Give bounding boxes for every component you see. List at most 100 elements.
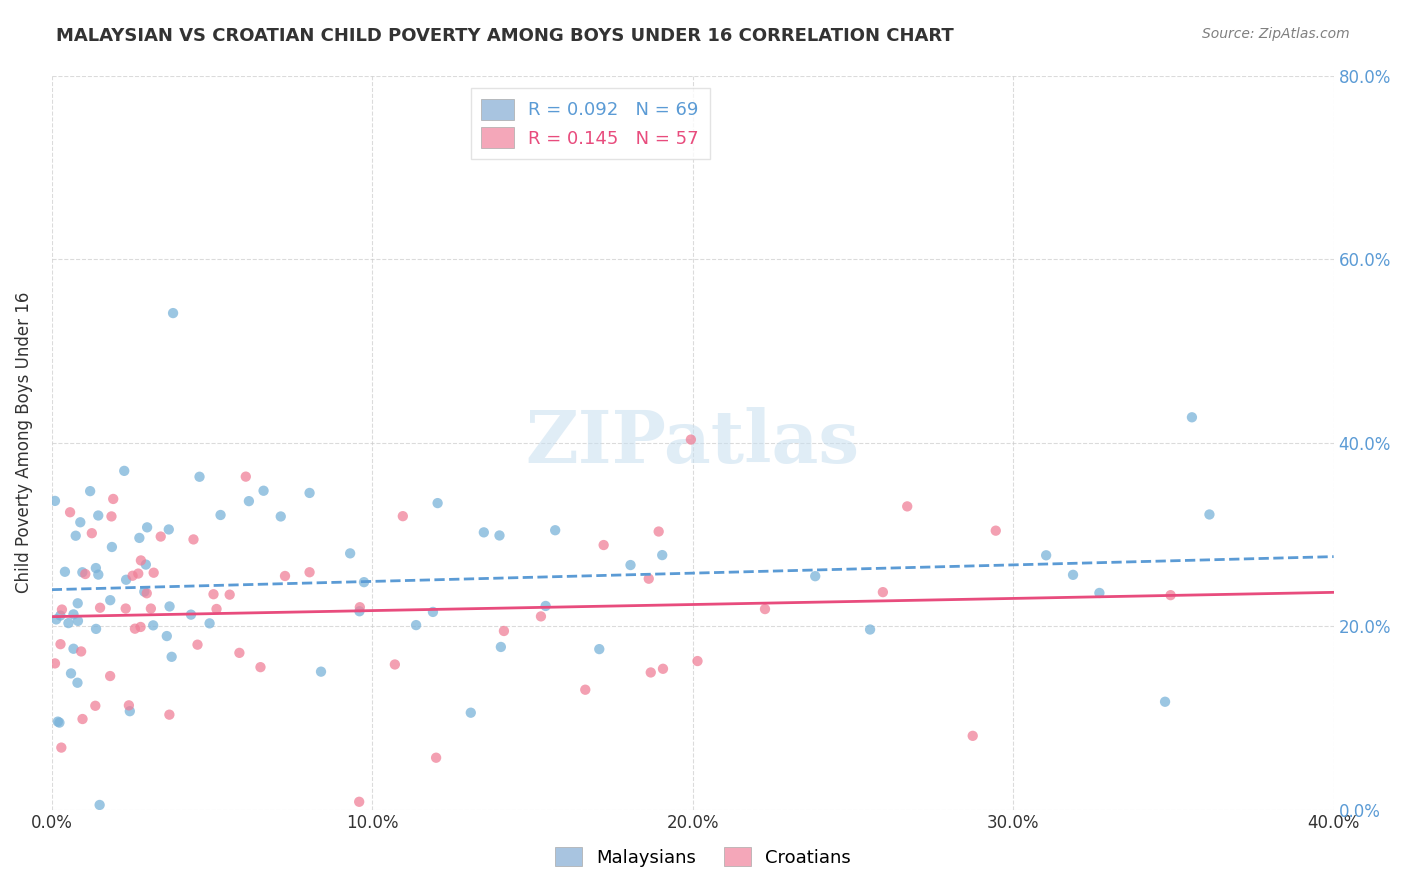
- Point: [186, 638, 208, 652]
- Point: [392, 509, 415, 524]
- Point: [112, 464, 135, 478]
- Point: [149, 530, 172, 544]
- Point: [80, 526, 103, 541]
- Point: [157, 707, 180, 722]
- Point: [128, 531, 150, 545]
- Point: [249, 660, 271, 674]
- Point: [588, 642, 610, 657]
- Point: [121, 568, 143, 582]
- Point: [252, 483, 274, 498]
- Point: [124, 622, 146, 636]
- Point: [574, 682, 596, 697]
- Point: [157, 523, 180, 537]
- Point: [101, 540, 124, 554]
- Point: [72, 566, 94, 580]
- Point: [384, 657, 406, 672]
- Point: [652, 662, 675, 676]
- Point: [209, 508, 232, 522]
- Point: [754, 602, 776, 616]
- Point: [84, 622, 107, 636]
- Point: [425, 750, 447, 764]
- Y-axis label: Child Poverty Among Boys Under 16: Child Poverty Among Boys Under 16: [15, 292, 32, 593]
- Point: [160, 649, 183, 664]
- Point: [69, 515, 91, 529]
- Point: [62, 607, 84, 622]
- Point: [44, 657, 66, 671]
- Legend: R = 0.092   N = 69, R = 0.145   N = 57: R = 0.092 N = 69, R = 0.145 N = 57: [471, 88, 710, 159]
- Point: [115, 573, 138, 587]
- Point: [118, 698, 141, 713]
- Point: [58, 616, 80, 631]
- Point: [127, 566, 149, 581]
- Point: [422, 605, 444, 619]
- Point: [872, 585, 894, 599]
- Point: [103, 491, 125, 506]
- Point: [349, 604, 371, 618]
- Point: [492, 624, 515, 638]
- Point: [84, 698, 107, 713]
- Point: [49, 608, 72, 623]
- Point: [114, 601, 136, 615]
- Point: [235, 469, 257, 483]
- Point: [347, 795, 370, 809]
- Point: [183, 533, 205, 547]
- Point: [679, 433, 702, 447]
- Point: [1160, 588, 1182, 602]
- Point: [544, 523, 567, 537]
- Point: [274, 569, 297, 583]
- Point: [228, 646, 250, 660]
- Point: [349, 600, 371, 615]
- Point: [89, 600, 111, 615]
- Point: [66, 614, 89, 628]
- Point: [45, 612, 67, 626]
- Point: [51, 602, 73, 616]
- Point: [460, 706, 482, 720]
- Point: [129, 553, 152, 567]
- Point: [804, 569, 827, 583]
- Point: [353, 575, 375, 590]
- Point: [65, 529, 87, 543]
- Point: [180, 607, 202, 622]
- Point: [159, 599, 181, 614]
- Point: [1062, 567, 1084, 582]
- Point: [218, 588, 240, 602]
- Point: [53, 565, 76, 579]
- Point: [66, 675, 89, 690]
- Point: [489, 640, 512, 654]
- Point: [48, 715, 70, 730]
- Point: [426, 496, 449, 510]
- Point: [592, 538, 614, 552]
- Point: [62, 641, 84, 656]
- Point: [70, 644, 93, 658]
- Point: [75, 567, 97, 582]
- Point: [162, 306, 184, 320]
- Point: [472, 525, 495, 540]
- Point: [309, 665, 332, 679]
- Point: [984, 524, 1007, 538]
- Point: [298, 566, 321, 580]
- Text: ZIPatlas: ZIPatlas: [526, 407, 859, 478]
- Point: [100, 509, 122, 524]
- Point: [79, 484, 101, 499]
- Point: [686, 654, 709, 668]
- Point: [530, 609, 553, 624]
- Point: [238, 494, 260, 508]
- Point: [135, 558, 157, 572]
- Point: [134, 584, 156, 599]
- Point: [488, 528, 510, 542]
- Point: [66, 596, 89, 610]
- Point: [859, 623, 882, 637]
- Point: [270, 509, 292, 524]
- Point: [405, 618, 427, 632]
- Point: [156, 629, 179, 643]
- Point: [87, 567, 110, 582]
- Point: [198, 616, 221, 631]
- Point: [1198, 508, 1220, 522]
- Point: [298, 486, 321, 500]
- Point: [651, 548, 673, 562]
- Point: [647, 524, 669, 539]
- Point: [139, 601, 162, 615]
- Point: [89, 797, 111, 812]
- Text: Source: ZipAtlas.com: Source: ZipAtlas.com: [1202, 27, 1350, 41]
- Point: [84, 561, 107, 575]
